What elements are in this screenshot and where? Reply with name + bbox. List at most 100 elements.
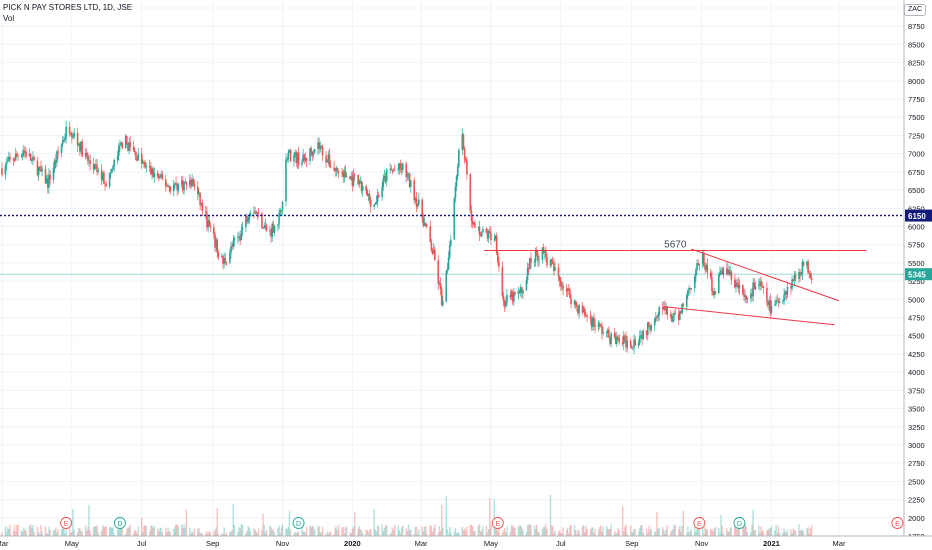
candle-body: [375, 201, 378, 204]
price-tick-label: 4500: [908, 332, 925, 341]
candle-body: [514, 292, 516, 295]
candle-body: [191, 179, 193, 187]
candle-body: [711, 277, 713, 291]
candle-body: [638, 336, 641, 344]
volume-bar: [295, 533, 297, 536]
candle-body: [384, 176, 387, 182]
candle-body: [494, 235, 497, 240]
volume-bar: [336, 530, 339, 536]
volume-bar: [769, 528, 772, 536]
volume-bar: [413, 533, 415, 536]
volume-bar: [370, 529, 372, 536]
volume-bar: [205, 533, 207, 536]
candle-body: [440, 289, 443, 306]
volume-bar: [686, 532, 688, 536]
volume-legend: Vol: [3, 14, 15, 23]
candle-body: [472, 222, 475, 225]
volume-bar: [597, 529, 600, 536]
volume-bar: [140, 517, 143, 536]
candle-body: [576, 305, 578, 307]
candle-body: [561, 285, 563, 287]
candle-body: [350, 176, 353, 180]
candle-body: [480, 232, 483, 236]
price-tick-label: 7000: [908, 150, 925, 159]
candle-body: [14, 153, 17, 161]
volume-bar: [182, 527, 184, 536]
volume-bar: [70, 532, 72, 536]
candle-body: [112, 166, 114, 170]
volume-bar: [663, 529, 665, 536]
volume-bar: [552, 526, 554, 536]
candle-body: [617, 336, 619, 338]
volume-bar: [270, 527, 272, 536]
volume-bar: [390, 532, 393, 536]
candle-body: [333, 167, 335, 171]
volume-bar: [808, 533, 810, 536]
volume-bar: [680, 531, 682, 536]
volume-bar: [629, 525, 632, 536]
volume-bar: [7, 527, 9, 536]
candle-body: [313, 149, 316, 153]
volume-bar: [518, 525, 521, 536]
candle-body: [257, 212, 260, 214]
candle-body: [784, 291, 787, 295]
volume-bar: [344, 526, 347, 536]
volume-bar: [753, 529, 755, 536]
volume-bar: [245, 533, 247, 536]
candle-body: [798, 272, 800, 279]
volume-bar: [165, 527, 167, 536]
volume-bar: [349, 532, 351, 536]
candle-body: [255, 211, 257, 214]
candle-body: [217, 253, 220, 257]
volume-bar: [1, 531, 3, 536]
candle-body: [566, 288, 569, 292]
candle-body: [205, 211, 207, 213]
candle-body: [510, 291, 513, 298]
candle-body: [8, 156, 10, 161]
volume-bar: [386, 525, 388, 536]
candle-body: [442, 301, 444, 306]
price-axis[interactable]: 1750200022502500275030003250350037504000…: [903, 0, 932, 550]
time-axis[interactable]: Mar May Jul Sep Nov 2020 Mar May Jul Sep Nov 2021 Ma…: [0, 535, 932, 550]
volume-bar: [545, 524, 547, 536]
candle-body: [64, 137, 66, 141]
candle-body: [63, 140, 65, 141]
candle-body: [400, 168, 403, 171]
volume-bar: [761, 530, 764, 536]
volume-bar: [206, 531, 208, 536]
volume-bar: [534, 528, 537, 536]
candle-body: [295, 152, 298, 163]
candle-body: [434, 249, 436, 261]
candle-body: [565, 288, 568, 292]
candle-body: [6, 160, 9, 162]
candle-body: [778, 301, 781, 303]
currency-badge[interactable]: ZAC: [904, 4, 926, 16]
candle-body: [80, 141, 82, 152]
candle-body: [33, 156, 35, 161]
volume-bar: [400, 527, 403, 536]
volume-bar: [585, 525, 587, 536]
candle-body: [594, 325, 596, 327]
volume-bar: [466, 526, 468, 536]
candle-body: [206, 212, 208, 228]
candle-body: [360, 180, 363, 192]
candle-body: [464, 158, 467, 161]
volume-bar: [608, 529, 610, 536]
candle-body: [430, 241, 433, 251]
candle-body: [137, 153, 140, 161]
volume-bar: [325, 533, 327, 536]
candle-body: [317, 142, 319, 150]
candle-body: [458, 149, 460, 168]
volume-bar: [277, 528, 279, 536]
candle-body: [397, 169, 399, 171]
candle-body: [126, 136, 128, 143]
candle-body: [198, 192, 200, 195]
volume-bar: [754, 529, 757, 536]
volume-bar: [225, 532, 228, 536]
volume-bar: [445, 496, 447, 536]
symbol-title[interactable]: PICK N PAY STORES LTD, 1D, JSE: [3, 3, 133, 12]
candle-body: [704, 266, 706, 270]
volume-bar: [573, 525, 576, 536]
candle-body: [192, 179, 195, 184]
